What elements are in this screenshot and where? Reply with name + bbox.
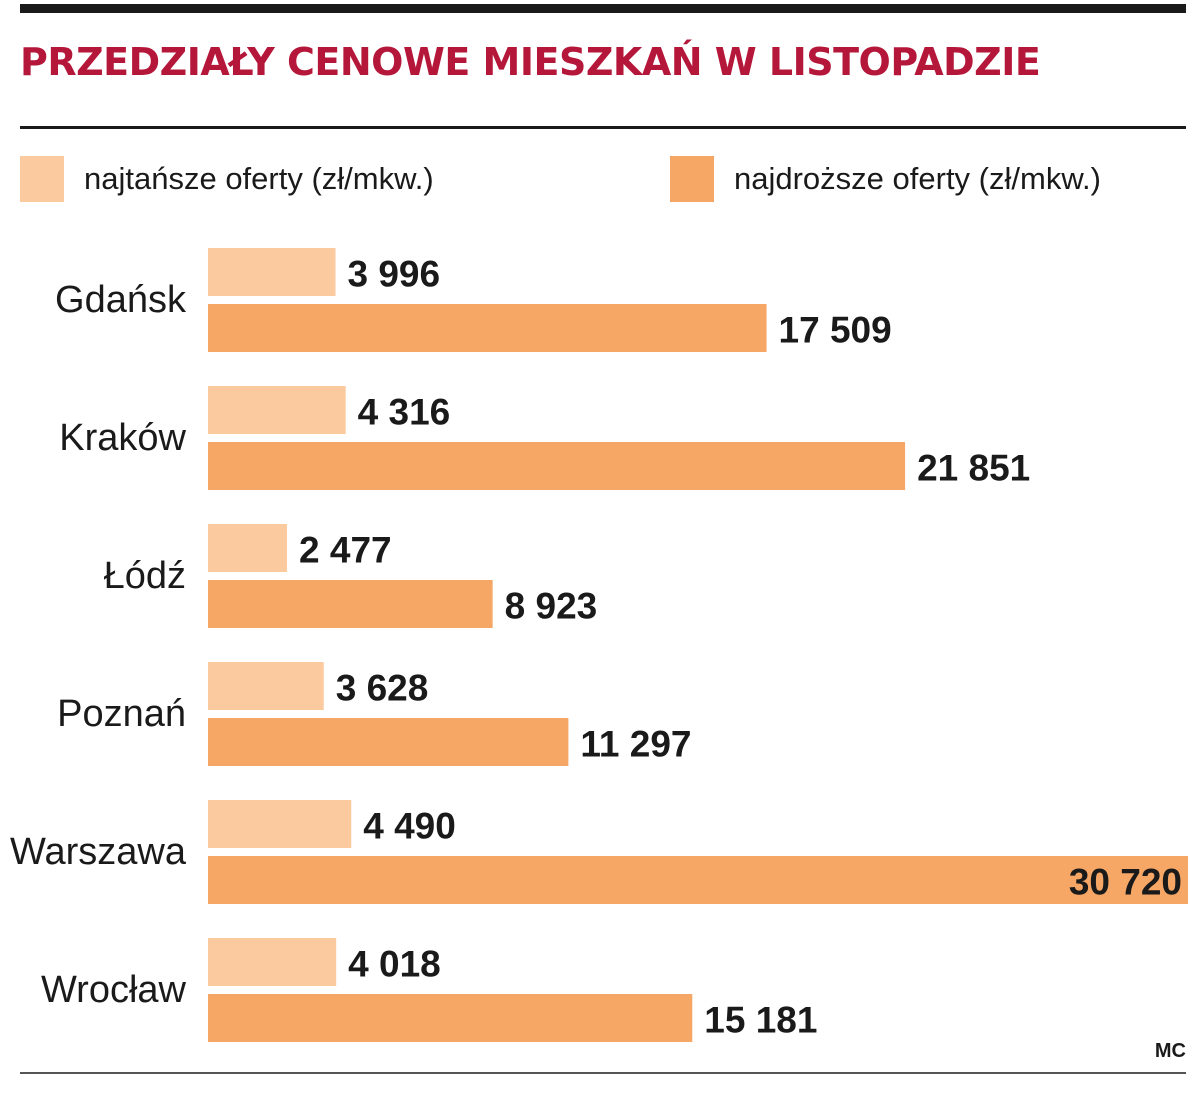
value-label-most-expensive-lodz: 8 923 [505,586,598,627]
bar-cheapest-gdansk [208,248,336,296]
legend-item-most-expensive: najdroższe oferty (zł/mkw.) [670,156,1101,202]
value-label-cheapest-wroclaw: 4 018 [348,944,441,985]
legend-label-most-expensive: najdroższe oferty (zł/mkw.) [734,161,1101,196]
title-divider [20,126,1186,129]
bar-cheapest-krakow [208,386,346,434]
bar-most-expensive-wroclaw [208,994,693,1042]
legend-item-cheapest: najtańsze oferty (zł/mkw.) [20,156,434,202]
value-label-most-expensive-krakow: 21 851 [917,448,1030,489]
value-label-cheapest-lodz: 2 477 [299,530,392,571]
credit-label: MC [1154,1040,1186,1062]
value-label-cheapest-gdansk: 3 996 [347,254,440,295]
bar-most-expensive-gdansk [208,304,767,352]
chart-title: PRZEDZIAŁY CENOWE MIESZKAŃ W LISTOPADZIE [20,40,1041,84]
legend-swatch-most-expensive [670,156,714,202]
value-label-cheapest-poznan: 3 628 [336,668,429,709]
value-label-most-expensive-poznan: 11 297 [580,724,691,765]
category-label-wroclaw: Wrocław [41,969,187,1011]
value-label-most-expensive-wroclaw: 15 181 [704,1000,817,1041]
category-label-lodz: Łódź [104,555,186,597]
bar-most-expensive-poznan [208,718,569,766]
category-label-poznan: Poznań [57,693,186,735]
category-label-krakow: Kraków [59,417,186,459]
bar-most-expensive-krakow [208,442,906,490]
value-label-most-expensive-warszawa: 30 720 [1069,862,1182,903]
bar-most-expensive-warszawa [208,856,1188,904]
bar-cheapest-lodz [208,524,288,572]
value-label-cheapest-warszawa: 4 490 [363,806,456,847]
value-label-cheapest-krakow: 4 316 [358,392,451,433]
category-label-warszawa: Warszawa [10,831,187,873]
legend-swatch-cheapest [20,156,64,202]
value-label-most-expensive-gdansk: 17 509 [779,310,892,351]
bar-most-expensive-lodz [208,580,493,628]
bottom-rule [20,1072,1186,1074]
bar-cheapest-poznan [208,662,324,710]
category-label-gdansk: Gdańsk [55,279,187,321]
legend-label-cheapest: najtańsze oferty (zł/mkw.) [84,161,434,196]
top-rule [20,4,1186,13]
bar-cheapest-wroclaw [208,938,337,986]
bar-cheapest-warszawa [208,800,352,848]
